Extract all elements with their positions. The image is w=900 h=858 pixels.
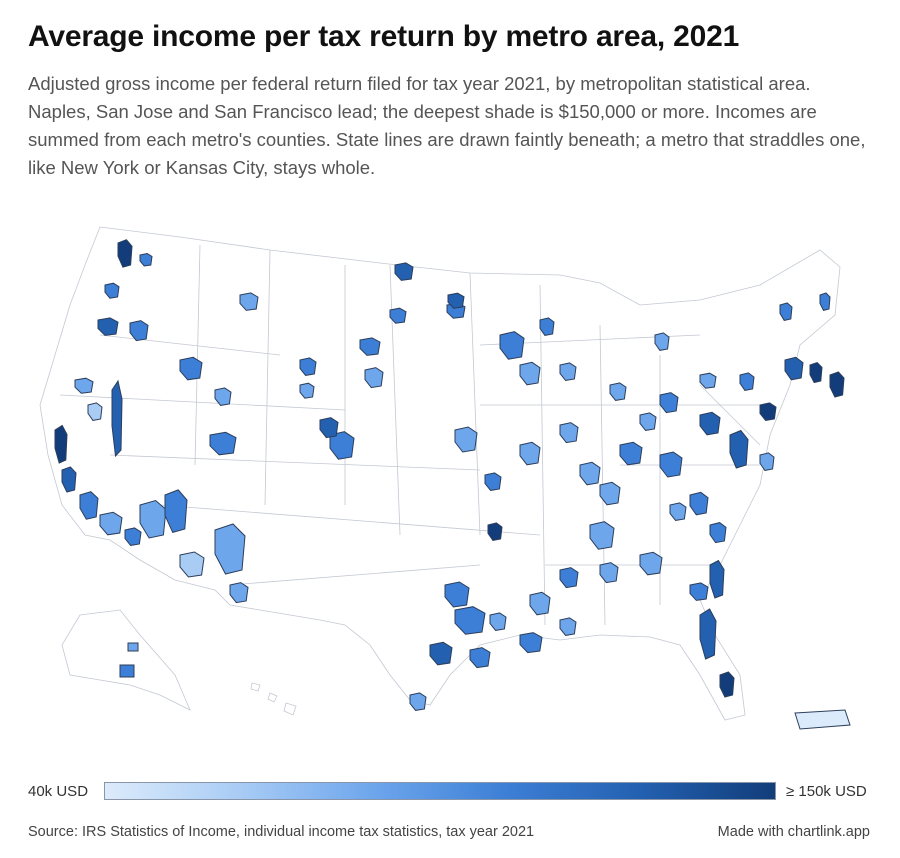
metro-area [519, 361, 541, 386]
metro-area [759, 402, 777, 421]
metro-area [699, 608, 717, 660]
metro-area [609, 382, 627, 401]
metro-area [499, 331, 525, 360]
metro-areas [54, 239, 845, 711]
metro-area [99, 511, 123, 536]
metro-area [54, 424, 68, 464]
metro-area [759, 452, 775, 471]
metro-area [79, 491, 99, 520]
metro-area [454, 426, 478, 453]
metro-area [117, 239, 133, 268]
metro-area [299, 357, 317, 376]
metro-area [329, 431, 355, 460]
metro-area [559, 422, 579, 444]
metro-area [319, 417, 339, 439]
metro-area [589, 521, 615, 550]
metro-area [179, 356, 203, 381]
map-subtitle: Adjusted gross income per federal return… [28, 73, 866, 178]
metro-area [164, 489, 188, 533]
metro-area [484, 472, 502, 491]
metro-area [229, 582, 249, 604]
metro-area [359, 337, 381, 356]
metro-area [127, 642, 139, 652]
legend-min-label: 40k USD [28, 783, 89, 800]
metro-area [139, 499, 167, 539]
metro-area [829, 371, 845, 398]
map-title: Average income per tax return by metro a… [28, 20, 740, 53]
metro-area [719, 671, 735, 698]
puerto-rico-metros [794, 709, 851, 730]
metro-area [61, 466, 77, 493]
metro-area [214, 523, 246, 575]
metro-area [364, 367, 384, 389]
metro-area [429, 641, 453, 666]
metro-area [299, 382, 315, 399]
alaska-outline [61, 609, 191, 711]
metro-area [559, 362, 577, 381]
metro-area [119, 664, 135, 678]
legend-max-label: ≥ 150k USD [786, 783, 867, 800]
metro-area [699, 411, 721, 436]
metro-area [784, 356, 804, 381]
metro-area [779, 302, 793, 321]
metro-area [539, 317, 555, 336]
metro-area [689, 582, 709, 601]
source-note: Source: IRS Statistics of Income, indivi… [28, 824, 535, 840]
metro-area [519, 441, 541, 466]
metro-choropleth-map [39, 226, 851, 730]
metro-area [389, 307, 407, 324]
metro-area [579, 461, 601, 486]
metro-area [447, 292, 465, 309]
metro-area [819, 292, 831, 311]
metro-area [124, 527, 142, 546]
metro-area [639, 412, 657, 431]
metro-area [729, 429, 749, 469]
metro-area [669, 502, 687, 521]
metro-area [659, 451, 683, 478]
metro-area [659, 392, 679, 414]
metro-area [179, 551, 205, 578]
metro-area [74, 377, 94, 394]
state-lines [59, 244, 761, 626]
metro-area [469, 647, 491, 669]
metro-area [394, 262, 414, 281]
metro-area [599, 562, 619, 584]
metro-area [409, 692, 427, 711]
metro-area [239, 292, 259, 311]
metro-area [487, 522, 503, 541]
metro-area [599, 481, 621, 506]
metro-area [104, 282, 120, 299]
metro-area [619, 441, 643, 466]
metro-area [699, 372, 717, 389]
metro-area [489, 612, 507, 631]
metro-area [709, 522, 727, 544]
metro-area [519, 632, 543, 654]
metro-area [129, 320, 149, 342]
metro-area [97, 317, 119, 336]
metro-area [444, 581, 470, 608]
metro-area [809, 362, 823, 384]
legend-color-ramp [104, 782, 776, 800]
metro-area [87, 402, 103, 421]
hawaii-outline [250, 682, 297, 716]
metro-area [559, 567, 579, 589]
metro-area [709, 559, 725, 599]
metro-area [111, 379, 123, 458]
metro-area [209, 431, 237, 456]
metro-area [559, 617, 577, 636]
metro-area [739, 372, 755, 391]
metro-area [214, 387, 232, 406]
metro-area [639, 551, 663, 576]
puerto-rico [794, 709, 851, 730]
credit-note: Made with chartlink.app [717, 824, 870, 840]
metro-area [654, 332, 670, 351]
metro-area [689, 491, 709, 516]
metro-area [139, 252, 153, 267]
metro-area [529, 591, 551, 616]
metro-area [454, 606, 486, 635]
